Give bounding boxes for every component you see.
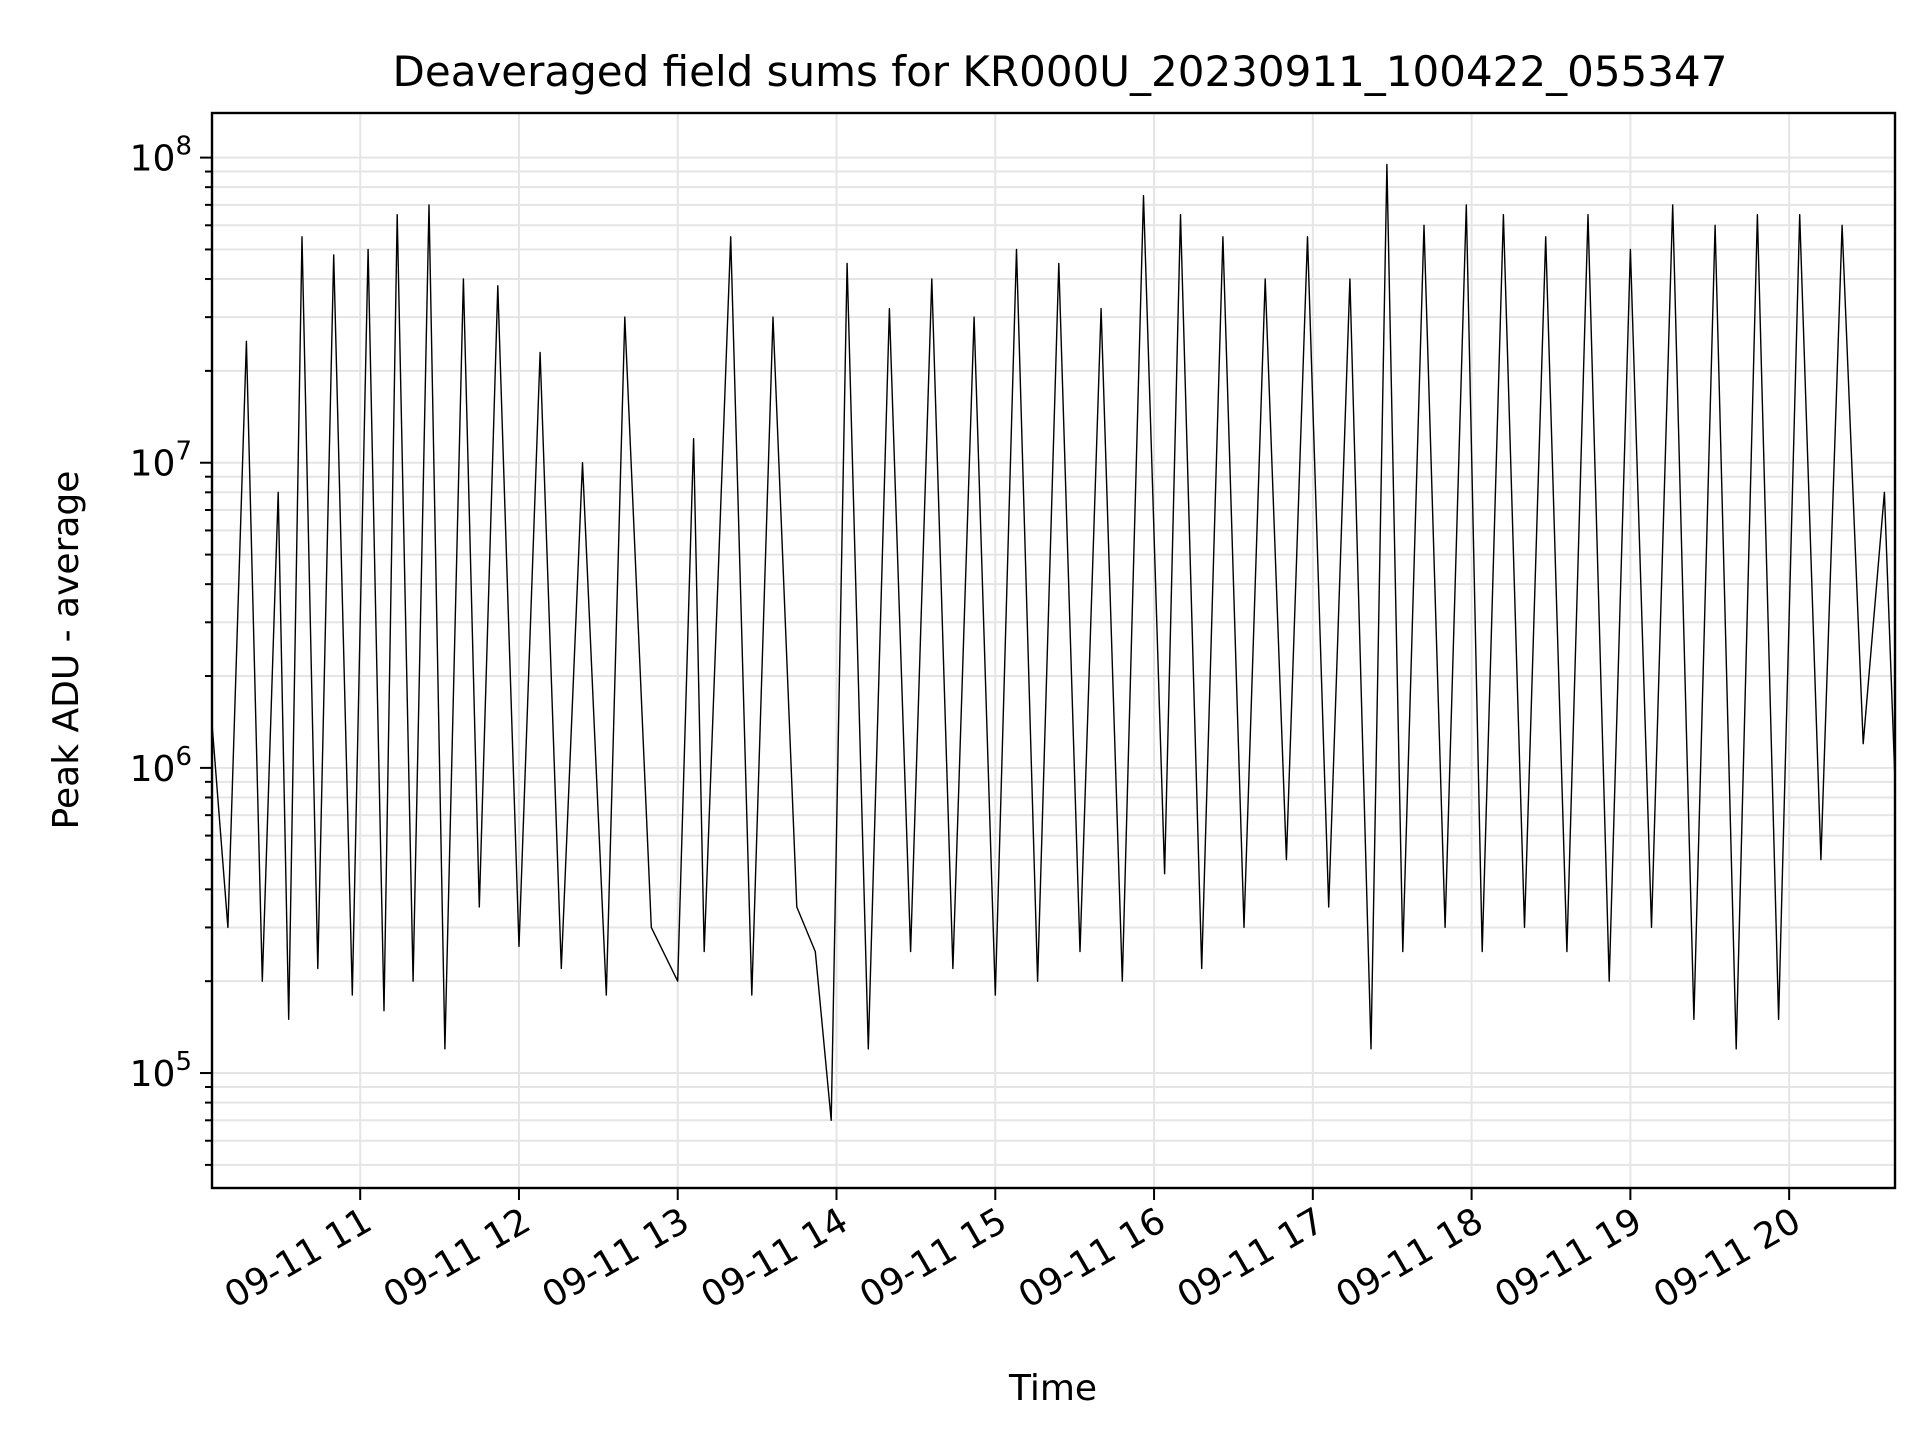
- y-axis: 105 106 107 108: [130, 132, 212, 1166]
- y-tick-label: 108: [130, 132, 192, 180]
- y-axis-label: Peak ADU - average: [46, 471, 87, 830]
- y-tick-label: 105: [130, 1047, 192, 1095]
- y-tick-label: 106: [130, 742, 192, 790]
- series-layer: [211, 163, 1896, 1122]
- grid: [212, 113, 1895, 1188]
- x-axis-label: Time: [1008, 1368, 1097, 1409]
- series-line-0: [211, 163, 1896, 1122]
- plot-frame: [210, 111, 1897, 1190]
- chart-title: Deaveraged field sums for KR000U_2023091…: [393, 47, 1728, 96]
- y-tick-label: 107: [130, 437, 192, 485]
